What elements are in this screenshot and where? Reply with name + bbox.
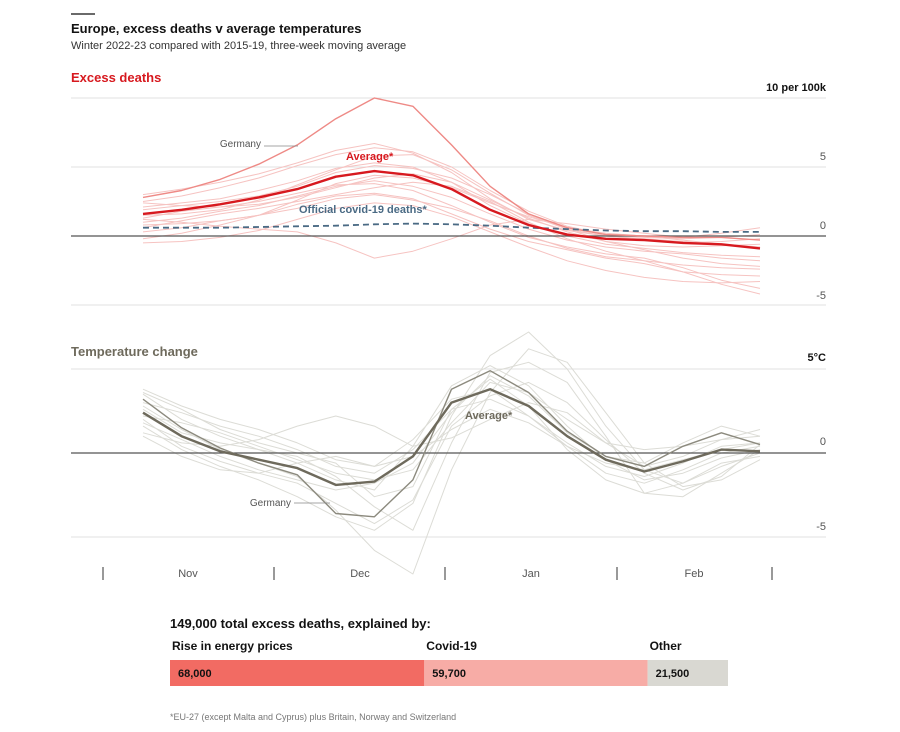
country-line [142, 147, 761, 240]
tick-label-5: 5 [820, 151, 826, 163]
temperature-gridlines [71, 368, 826, 538]
average-label: Average* [346, 151, 394, 163]
tick-label-0: 0 [820, 220, 826, 232]
breakdown-value-label: 68,000 [178, 668, 212, 680]
breakdown-segment [424, 660, 648, 686]
country-line [142, 218, 761, 259]
breakdown-category-label: Covid-19 [426, 639, 477, 653]
country-line [142, 408, 761, 474]
excess-deaths-breakdown: 149,000 total excess deaths, explained b… [170, 616, 728, 686]
temperature-country-lines [142, 331, 761, 575]
country-line [142, 143, 761, 249]
country-line [142, 173, 761, 248]
country-line [142, 388, 761, 484]
germany-label: Germany [220, 139, 261, 150]
tick-label-minus-5: -5 [816, 290, 826, 302]
breakdown-value-label: 59,700 [432, 668, 466, 680]
country-line [142, 378, 761, 498]
country-line [142, 365, 761, 491]
temp-tick-label-minus-5: -5 [816, 521, 826, 533]
country-line [142, 361, 761, 531]
chart-title: Europe, excess deaths v average temperat… [71, 21, 361, 36]
country-line [142, 202, 761, 284]
average-line [142, 169, 761, 250]
country-line [142, 165, 761, 267]
breakdown-segment [647, 660, 728, 686]
breakdown-title: 149,000 total excess deaths, explained b… [170, 616, 431, 631]
month-label-dec: Dec [350, 568, 370, 580]
footnote: *EU-27 (except Malta and Cyprus) plus Br… [170, 712, 456, 722]
temperature-highlight-lines [142, 370, 761, 518]
breakdown-category-label: Other [650, 639, 682, 653]
month-label-nov: Nov [178, 568, 198, 580]
temperature-panel: Temperature change 5°C 0 -5 Germany Aver… [71, 331, 827, 575]
country-line [142, 181, 761, 295]
excess-deaths-country-lines [142, 143, 761, 295]
excess-deaths-unit-label: 10 per 100k [766, 82, 827, 94]
excess-deaths-gridlines [71, 97, 826, 306]
excess-deaths-panel-title: Excess deaths [71, 70, 161, 85]
country-line [142, 331, 761, 531]
month-label-feb: Feb [685, 568, 704, 580]
excess-deaths-highlight-lines [142, 97, 761, 250]
temp-average-label: Average* [465, 410, 513, 422]
country-line [142, 381, 761, 481]
chart-subtitle: Winter 2022-23 compared with 2015-19, th… [71, 40, 406, 52]
country-line [142, 192, 761, 277]
breakdown-value-label: 21,500 [656, 668, 690, 680]
temperature-panel-title: Temperature change [71, 344, 198, 359]
covid-deaths-label: Official covid-19 deaths* [299, 204, 427, 216]
month-axis: Nov Dec Jan Feb [102, 567, 773, 580]
excess-deaths-panel: Excess deaths 10 per 100k 5 0 -5 Germany… [71, 70, 827, 306]
germany-line [142, 97, 761, 241]
country-line [142, 154, 761, 244]
breakdown-category-label: Rise in energy prices [172, 639, 293, 653]
average-line [142, 388, 761, 487]
month-label-jan: Jan [522, 568, 540, 580]
temp-tick-label-0: 0 [820, 436, 826, 448]
breakdown-segment [170, 660, 425, 686]
country-line [142, 375, 761, 491]
temp-germany-label: Germany [250, 498, 291, 509]
country-line [142, 174, 761, 248]
breakdown-bar: Rise in energy prices 68,000 Covid-19 59,70… [170, 639, 728, 686]
temperature-unit-label: 5°C [808, 352, 827, 364]
covid-deaths-line [143, 222, 760, 233]
